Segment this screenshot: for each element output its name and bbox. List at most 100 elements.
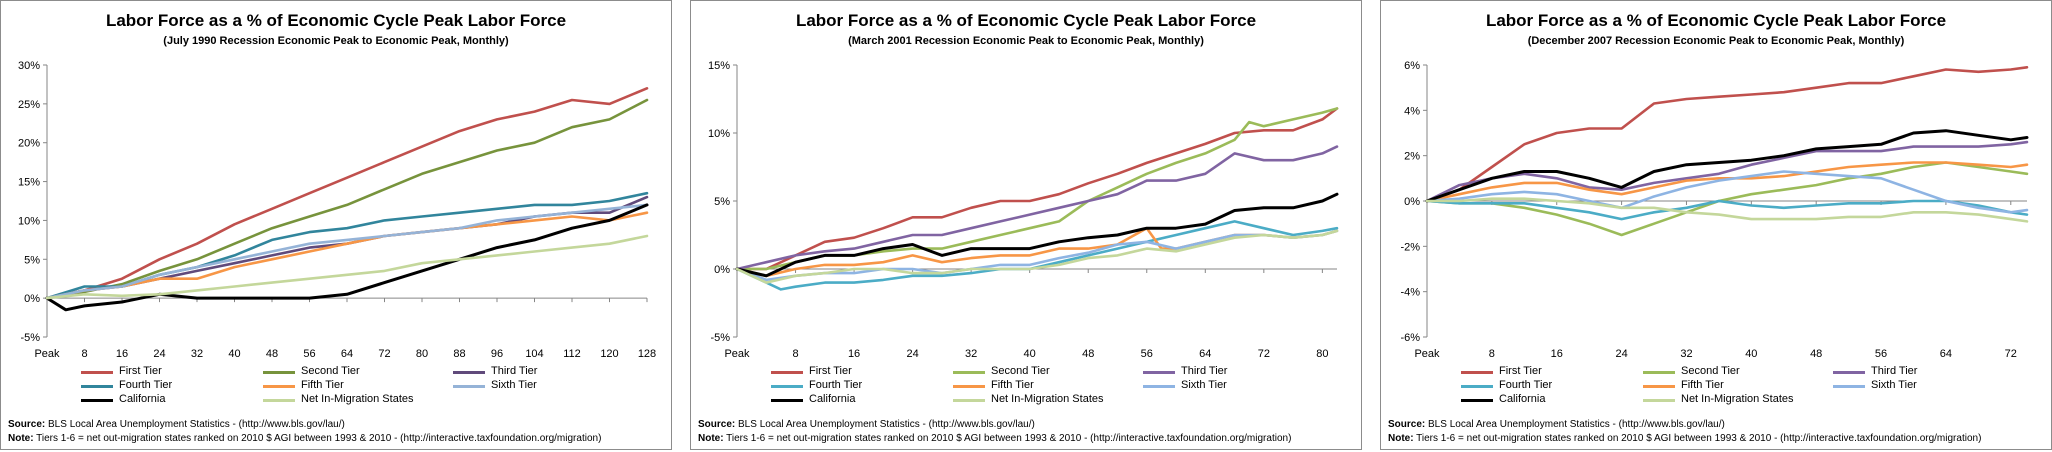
legend-swatch (771, 385, 803, 388)
x-tick-label: 40 (228, 348, 240, 360)
series-line-third-tier (1425, 140, 2029, 203)
x-tick-label: 8 (81, 348, 87, 360)
legend-swatch (1461, 399, 1493, 402)
x-tick-label: 64 (1940, 348, 1952, 360)
y-tick-label: 5% (24, 254, 40, 266)
legend-label: Fourth Tier (809, 379, 863, 391)
series-line-california (735, 192, 1339, 278)
x-tick-label: 32 (965, 348, 977, 360)
tiers-note: Note: Tiers 1-6 = net out-migration stat… (1388, 433, 1982, 444)
chart-title: Labor Force as a % of Economic Cycle Pea… (795, 11, 1257, 30)
legend-label: Third Tier (491, 365, 538, 377)
y-tick-label: 0% (1404, 196, 1420, 208)
legend-label: Fifth Tier (301, 379, 344, 391)
legend-swatch (1643, 399, 1675, 402)
x-tick-label: Peak (724, 348, 750, 360)
y-tick-label: 2% (1404, 151, 1420, 163)
x-tick-label: 24 (153, 348, 165, 360)
legend-swatch (771, 371, 803, 374)
chart-subtitle: (December 2007 Recession Economic Peak t… (1527, 35, 1905, 47)
legend-label: California (119, 393, 166, 405)
legend-swatch (263, 399, 295, 402)
x-tick-label: 120 (600, 348, 618, 360)
legend-swatch (81, 399, 113, 402)
legend-label: Net In-Migration States (1681, 393, 1794, 405)
legend-swatch (953, 371, 985, 374)
x-tick-label: 72 (378, 348, 390, 360)
y-tick-label: 0% (714, 264, 730, 276)
legend-swatch (263, 371, 295, 374)
series-line-net-in-migration-states (735, 229, 1339, 284)
x-tick-label: 128 (638, 348, 656, 360)
legend-swatch (1833, 371, 1865, 374)
line-chart-2001: -5% 0% 5% 10% 15% Peak 8 16 24 32 40 48 56 64 72 80 (708, 60, 1339, 360)
x-tick-label: 88 (453, 348, 465, 360)
chart-title: Labor Force as a % of Economic Cycle Pea… (1485, 11, 1947, 30)
x-tick-label: 16 (116, 348, 128, 360)
legend-label: Third Tier (1871, 365, 1918, 377)
series-line-net-in-migration-states (45, 234, 649, 300)
legend-label: Net In-Migration States (991, 393, 1104, 405)
series-line-sixth-tier (45, 203, 649, 300)
legend-label: Sixth Tier (1181, 379, 1227, 391)
x-tick-label: 48 (1810, 348, 1822, 360)
y-tick-label: -6% (1400, 332, 1420, 344)
x-tick-label: 24 (1615, 348, 1627, 360)
chart-subtitle: (July 1990 Recession Economic Peak to Ec… (163, 35, 509, 47)
legend-swatch (453, 385, 485, 388)
series-line-fourth-tier (1425, 199, 2029, 221)
legend-swatch (1461, 385, 1493, 388)
x-tick-label: 8 (1489, 348, 1495, 360)
x-tick-label: Peak (1414, 348, 1440, 360)
series-line-first-tier (45, 87, 649, 300)
x-tick-label: 24 (906, 348, 918, 360)
legend-label: Second Tier (991, 365, 1050, 377)
y-tick-label: 0% (24, 293, 40, 305)
legend-label: Second Tier (1681, 365, 1740, 377)
x-tick-label: 80 (1316, 348, 1328, 360)
legend-swatch (81, 385, 113, 388)
legend-label: First Tier (1499, 365, 1542, 377)
x-tick-label: Peak (34, 348, 60, 360)
legend-swatch (81, 371, 113, 374)
source-note: Source: BLS Local Area Unemployment Stat… (698, 419, 1035, 430)
x-tick-label: 64 (1199, 348, 1211, 360)
tiers-note: Note: Tiers 1-6 = net out-migration stat… (8, 433, 602, 444)
legend-label: First Tier (119, 365, 162, 377)
x-tick-label: 16 (848, 348, 860, 360)
x-tick-label: 112 (563, 348, 581, 360)
line-chart-1990: -5% 0% 5% 10% 15% 20% 25% 30% Peak 8 16 24 32 40 48 56 6… (18, 60, 656, 360)
y-tick-label: 30% (18, 60, 40, 72)
y-tick-label: 20% (18, 138, 40, 150)
x-tick-label: 32 (191, 348, 203, 360)
legend-label: Fourth Tier (119, 379, 173, 391)
legend-swatch (953, 399, 985, 402)
legend-swatch (453, 371, 485, 374)
legend-swatch (1643, 385, 1675, 388)
legend-swatch (953, 385, 985, 388)
series-line-net-in-migration-states (1425, 197, 2029, 223)
x-tick-label: 48 (266, 348, 278, 360)
source-note: Source: BLS Local Area Unemployment Stat… (1388, 419, 1725, 430)
legend-label: California (1499, 393, 1546, 405)
legend-label: First Tier (809, 365, 852, 377)
x-tick-label: 104 (525, 348, 543, 360)
y-tick-label: 15% (18, 177, 40, 189)
x-tick-label: 56 (1141, 348, 1153, 360)
legend-swatch (1643, 371, 1675, 374)
series-line-first-tier (1425, 66, 2029, 203)
x-tick-label: 40 (1024, 348, 1036, 360)
series-line-fifth-tier (1425, 161, 2029, 203)
legend-swatch (771, 399, 803, 402)
chart-title: Labor Force as a % of Economic Cycle Pea… (105, 11, 567, 30)
legend-swatch (1461, 371, 1493, 374)
legend-label: Fifth Tier (991, 379, 1034, 391)
y-tick-label: 6% (1404, 60, 1420, 72)
series-line-fifth-tier (45, 211, 649, 300)
legend-label: Net In-Migration States (301, 393, 414, 405)
legend-swatch (1143, 385, 1175, 388)
x-tick-label: 80 (416, 348, 428, 360)
series-line-third-tier (735, 145, 1339, 271)
y-tick-label: 15% (708, 60, 730, 72)
legend-label: Sixth Tier (491, 379, 537, 391)
